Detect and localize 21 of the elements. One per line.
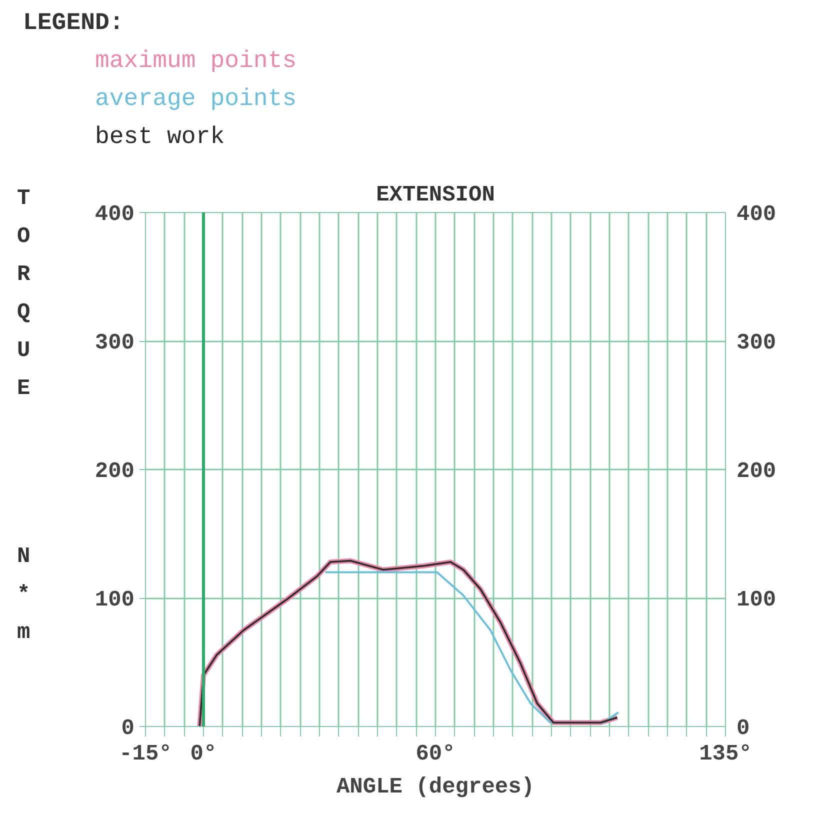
legend-title: LEGEND:	[23, 9, 125, 39]
x-tick-label: -15°	[119, 742, 172, 766]
y-tick-label: 400	[94, 202, 135, 227]
x-tick-label: 60°	[416, 742, 456, 766]
y2-tick-label: 400	[736, 202, 776, 227]
text: best work	[95, 123, 226, 153]
x-tick-label: 0°	[190, 742, 217, 766]
y2-tick-label: 100	[736, 588, 776, 612]
x-tick-label: 135°	[699, 742, 752, 766]
text: average points	[95, 85, 297, 115]
y2-tick-label: 300	[736, 330, 776, 356]
y-tick-label: 0	[121, 716, 134, 741]
y-tick-label: 200	[94, 459, 135, 484]
y2-tick-label: 0	[736, 716, 750, 741]
x-axis-title: ANGLE (degrees)	[336, 774, 535, 800]
y2-tick-label: 200	[736, 459, 776, 484]
chart-title: EXTENSION	[376, 182, 495, 208]
text: maximum points	[95, 47, 297, 77]
text: TORQUE N*m	[17, 186, 30, 645]
y-tick-label: 100	[94, 588, 135, 612]
y-tick-label: 300	[94, 330, 135, 356]
